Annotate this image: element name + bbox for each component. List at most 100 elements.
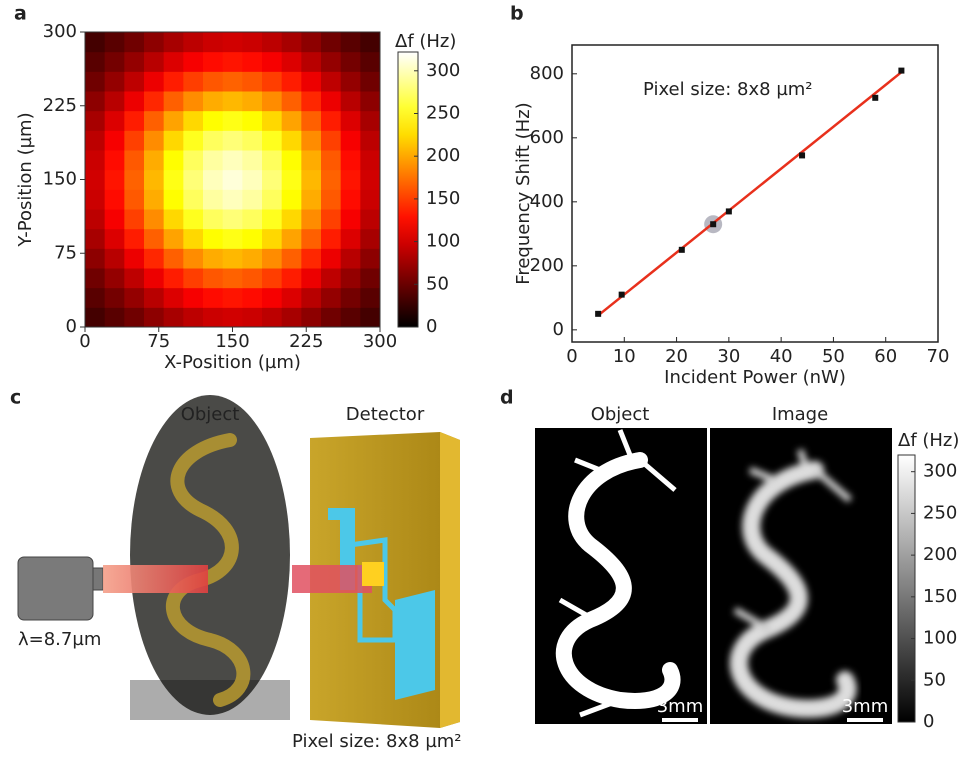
heatmap-cell: [183, 91, 203, 111]
heatmap-cell: [144, 32, 164, 52]
colorbar-tick-label: 300: [923, 461, 957, 482]
heatmap-cell: [282, 71, 302, 91]
heatmap-cell: [203, 111, 223, 131]
heatmap-cell: [105, 150, 125, 170]
heatmap-cell: [85, 288, 105, 308]
heatmap-cell: [203, 248, 223, 268]
heatmap-cell: [183, 248, 203, 268]
y-tick-label: 150: [43, 169, 77, 190]
heatmap-cell: [183, 71, 203, 91]
laser: [18, 557, 93, 620]
heatmap-cell: [105, 52, 125, 72]
heatmap-cell: [144, 189, 164, 209]
heatmap-cell: [301, 268, 321, 288]
heatmap-cell: [164, 91, 184, 111]
heatmap-cell: [242, 91, 262, 111]
heatmap-cell: [341, 91, 361, 111]
heatmap-cell: [282, 229, 302, 249]
heatmap-cell: [321, 229, 341, 249]
heatmap-cell: [183, 32, 203, 52]
heatmap-cell: [85, 52, 105, 72]
heatmap-cell: [242, 52, 262, 72]
heatmap-cell: [341, 209, 361, 229]
data-point: [679, 247, 685, 253]
heatmap-cell: [262, 150, 282, 170]
heatmap-cell: [144, 307, 164, 327]
heatmap-cell: [144, 130, 164, 150]
object-label: Object: [181, 404, 240, 425]
y-tick-label: 800: [530, 63, 564, 84]
heatmap-cell: [321, 32, 341, 52]
heatmap-cell: [124, 268, 144, 288]
heatmap-cell: [321, 52, 341, 72]
y-tick-label: 300: [43, 21, 77, 42]
heatmap-cell: [360, 170, 380, 190]
heatmap-cell: [223, 248, 243, 268]
heatmap-cell: [223, 307, 243, 327]
heatmap-cell: [105, 170, 125, 190]
heatmap-cell: [183, 229, 203, 249]
heatmap-cell: [183, 307, 203, 327]
heatmap-cell: [164, 209, 184, 229]
scale-bar-label: 3mm: [842, 696, 889, 717]
heatmap-cell: [301, 32, 321, 52]
heatmap-cell: [242, 170, 262, 190]
heatmap-cell: [242, 229, 262, 249]
detector-edge: [440, 432, 460, 728]
y-tick-label: 0: [553, 319, 564, 340]
heatmap-cell: [164, 130, 184, 150]
heatmap-cell: [321, 288, 341, 308]
heatmap-cell: [321, 111, 341, 131]
beam: [292, 565, 372, 593]
heatmap-cell: [301, 130, 321, 150]
panel-label: c: [10, 387, 21, 409]
heatmap-cell: [282, 307, 302, 327]
heatmap-cell: [124, 307, 144, 327]
heatmap-cell: [341, 248, 361, 268]
y-tick-label: 0: [66, 316, 77, 337]
heatmap-cell: [242, 307, 262, 327]
heatmap-cell: [282, 150, 302, 170]
heatmap-cell: [124, 150, 144, 170]
scale-bar-label: 3mm: [657, 696, 704, 717]
x-axis-label: Incident Power (nW): [664, 367, 846, 388]
heatmap-cell: [321, 130, 341, 150]
x-tick-label: 40: [770, 346, 793, 367]
heatmap-cell: [301, 91, 321, 111]
x-tick-label: 30: [717, 346, 740, 367]
heatmap-cell: [105, 248, 125, 268]
heatmap-cell: [183, 288, 203, 308]
heatmap-cell: [242, 189, 262, 209]
heatmap-cell: [242, 150, 262, 170]
heatmap-cell: [301, 170, 321, 190]
data-point: [619, 292, 625, 298]
heatmap-cell: [242, 111, 262, 131]
data-point: [872, 95, 878, 101]
heatmap-cell: [144, 268, 164, 288]
heatmap-cell: [144, 52, 164, 72]
heatmap-cell: [124, 248, 144, 268]
heatmap-cell: [144, 170, 164, 190]
heatmap-cell: [105, 32, 125, 52]
heatmap-cell: [85, 209, 105, 229]
heatmap-cell: [105, 111, 125, 131]
heatmap-cell: [262, 170, 282, 190]
heatmap-cell: [223, 268, 243, 288]
heatmap-cell: [223, 189, 243, 209]
heatmap-cell: [164, 189, 184, 209]
heatmap-cell: [144, 248, 164, 268]
heatmap-cell: [341, 150, 361, 170]
heatmap-cell: [282, 32, 302, 52]
heatmap-cell: [341, 189, 361, 209]
heatmap-cell: [85, 229, 105, 249]
heatmap-cell: [124, 189, 144, 209]
x-tick-label: 50: [822, 346, 845, 367]
heatmap-cell: [183, 130, 203, 150]
x-tick-label: 150: [215, 331, 249, 352]
heatmap-cell: [321, 170, 341, 190]
heatmap-cell: [164, 32, 184, 52]
heatmap-cell: [124, 288, 144, 308]
page: {"chart_data": [ {"type": "heatmap", "xl…: [0, 0, 964, 757]
heatmap-cell: [203, 52, 223, 72]
heatmap-cell: [262, 268, 282, 288]
